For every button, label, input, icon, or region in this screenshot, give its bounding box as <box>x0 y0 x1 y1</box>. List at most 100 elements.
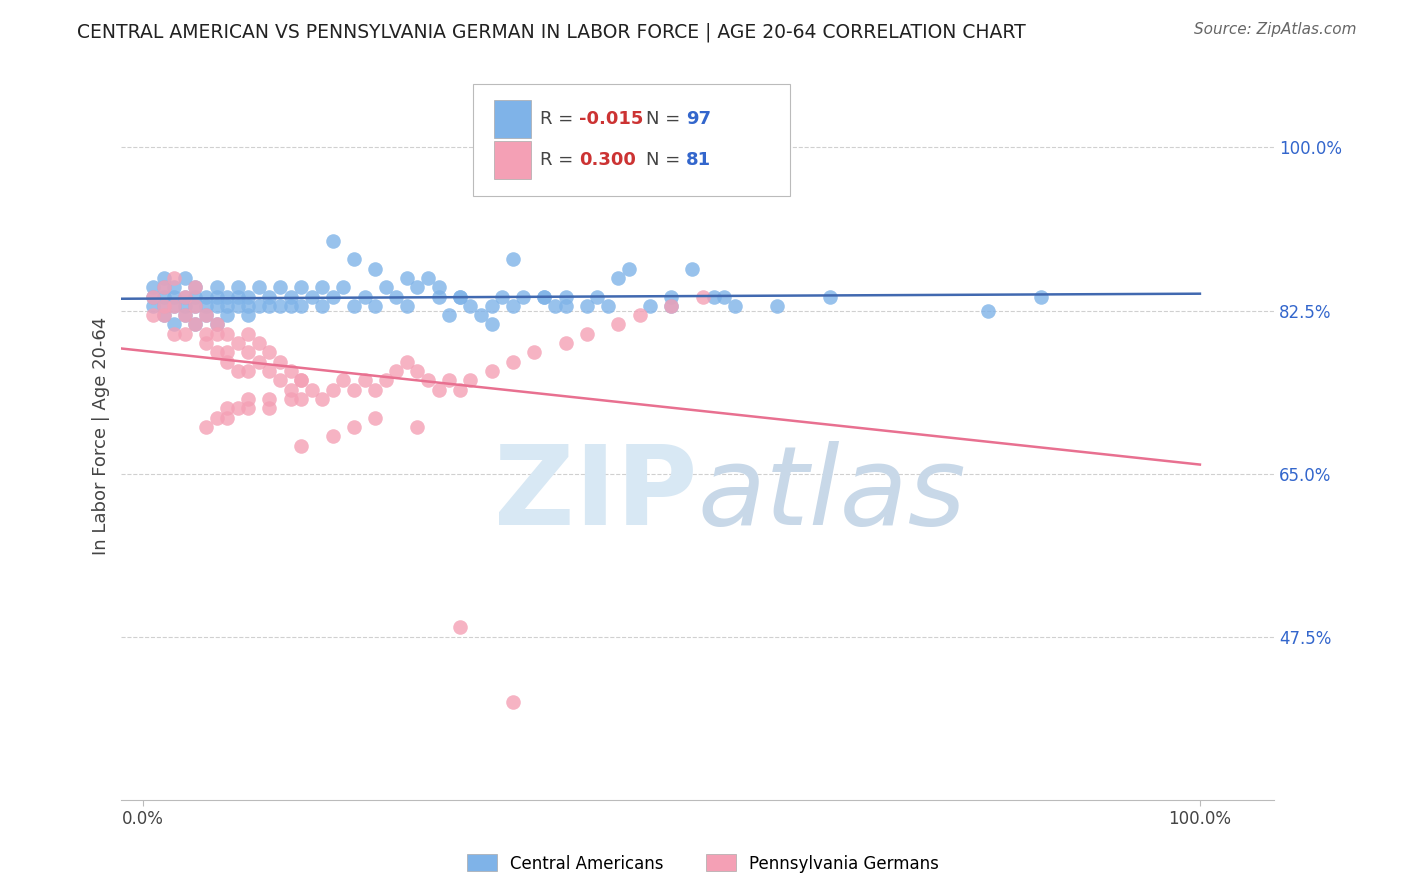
Point <box>247 299 270 313</box>
Point <box>818 289 841 303</box>
Legend: Central Americans, Pennsylvania Germans: Central Americans, Pennsylvania Germans <box>461 847 945 880</box>
Point <box>427 280 450 294</box>
Point <box>142 289 165 303</box>
Point <box>659 289 682 303</box>
Point <box>259 289 281 303</box>
Point <box>692 289 714 303</box>
Point <box>449 383 471 397</box>
Point <box>205 326 228 341</box>
Point <box>364 410 387 425</box>
Point <box>184 318 207 332</box>
Point <box>290 392 312 406</box>
Point <box>724 299 747 313</box>
Point <box>523 345 546 359</box>
Point <box>628 308 651 322</box>
Point <box>173 271 195 285</box>
Point <box>280 364 302 378</box>
Point <box>502 299 524 313</box>
Point <box>238 308 260 322</box>
Point <box>142 299 165 313</box>
Point <box>575 326 598 341</box>
Text: N =: N = <box>645 151 686 169</box>
Point <box>195 308 218 322</box>
Point <box>205 280 228 294</box>
Point <box>290 280 312 294</box>
Point <box>481 299 503 313</box>
Point <box>163 271 186 285</box>
Point <box>226 364 249 378</box>
Point <box>238 289 260 303</box>
Point <box>152 271 174 285</box>
Point <box>152 289 174 303</box>
Point <box>491 289 513 303</box>
Point <box>163 326 186 341</box>
Point <box>311 280 333 294</box>
Point <box>173 308 195 322</box>
Point <box>184 280 207 294</box>
Point <box>460 299 482 313</box>
Point <box>173 308 195 322</box>
Text: -0.015: -0.015 <box>579 110 644 128</box>
Point <box>554 336 576 351</box>
Point <box>238 392 260 406</box>
Point <box>416 271 439 285</box>
Point <box>238 345 260 359</box>
Point <box>280 299 302 313</box>
Point <box>311 392 333 406</box>
Point <box>406 280 429 294</box>
Point <box>512 289 534 303</box>
Point <box>142 289 165 303</box>
Point <box>205 299 228 313</box>
Point <box>152 280 174 294</box>
Point <box>259 299 281 313</box>
Point <box>184 299 207 313</box>
Point <box>152 308 174 322</box>
Point <box>659 299 682 313</box>
Point <box>301 289 323 303</box>
Point <box>427 383 450 397</box>
Point <box>449 620 471 634</box>
Y-axis label: In Labor Force | Age 20-64: In Labor Force | Age 20-64 <box>93 318 110 556</box>
Point <box>238 401 260 416</box>
Point <box>269 355 291 369</box>
Point <box>406 420 429 434</box>
Text: atlas: atlas <box>697 441 966 548</box>
Text: CENTRAL AMERICAN VS PENNSYLVANIA GERMAN IN LABOR FORCE | AGE 20-64 CORRELATION C: CENTRAL AMERICAN VS PENNSYLVANIA GERMAN … <box>77 22 1026 42</box>
Point <box>184 299 207 313</box>
Point <box>226 299 249 313</box>
Point <box>481 364 503 378</box>
Point <box>395 355 418 369</box>
Point <box>163 289 186 303</box>
Point <box>437 308 460 322</box>
Point <box>195 289 218 303</box>
Point <box>607 271 630 285</box>
Point <box>184 289 207 303</box>
Point <box>681 261 703 276</box>
Point <box>217 355 239 369</box>
Point <box>437 373 460 387</box>
Point <box>173 299 195 313</box>
Point <box>163 299 186 313</box>
Point <box>481 318 503 332</box>
Point <box>247 355 270 369</box>
Point <box>460 373 482 387</box>
Point <box>374 373 396 387</box>
Point <box>217 326 239 341</box>
Point <box>544 299 567 313</box>
FancyBboxPatch shape <box>494 141 530 179</box>
Point <box>152 299 174 313</box>
Point <box>374 280 396 294</box>
Point <box>195 336 218 351</box>
Point <box>247 280 270 294</box>
Point <box>217 299 239 313</box>
Point <box>226 401 249 416</box>
Point <box>416 373 439 387</box>
Point <box>217 401 239 416</box>
Point <box>238 299 260 313</box>
Point <box>343 299 366 313</box>
Point <box>533 289 555 303</box>
Point <box>217 289 239 303</box>
Point <box>290 299 312 313</box>
Point <box>343 420 366 434</box>
Point <box>364 261 387 276</box>
